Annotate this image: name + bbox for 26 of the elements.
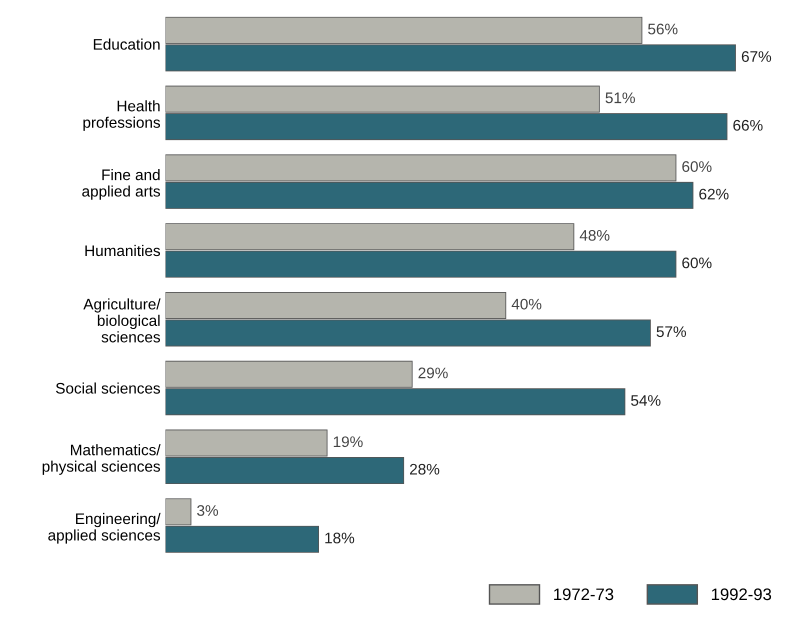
data-label: 29%: [418, 368, 448, 378]
legend-label: 1972-73: [554, 588, 614, 600]
data-label: 56%: [648, 24, 678, 34]
data-label: 66%: [733, 120, 763, 131]
data-label: 67%: [742, 51, 772, 62]
y-tick-label: Agriculture/ biological sciences: [83, 298, 161, 342]
legend-label: 1992-93: [712, 588, 772, 600]
data-label: 51%: [606, 92, 635, 104]
data-label: 28%: [410, 464, 440, 475]
data-label: 40%: [512, 298, 542, 310]
data-label: 60%: [682, 257, 712, 268]
y-tick-label: Health professions: [83, 100, 160, 131]
data-label: 18%: [325, 532, 354, 544]
y-tick-label: Engineering/ applied sciences: [48, 512, 161, 544]
data-label: 54%: [631, 395, 660, 406]
data-label: 48%: [580, 230, 610, 241]
data-label: 19%: [334, 436, 363, 448]
data-label: 62%: [699, 188, 729, 200]
y-tick-label: Mathematics/ physical sciences: [42, 444, 161, 475]
y-tick-label: Social sciences: [56, 382, 160, 394]
data-label: 60%: [682, 161, 712, 172]
data-label: 3%: [197, 505, 218, 516]
data-label: 57%: [656, 326, 686, 338]
y-tick-label: Humanities: [85, 244, 160, 256]
y-tick-label: Fine and applied arts: [82, 169, 160, 200]
y-tick-label: Education: [94, 38, 160, 50]
